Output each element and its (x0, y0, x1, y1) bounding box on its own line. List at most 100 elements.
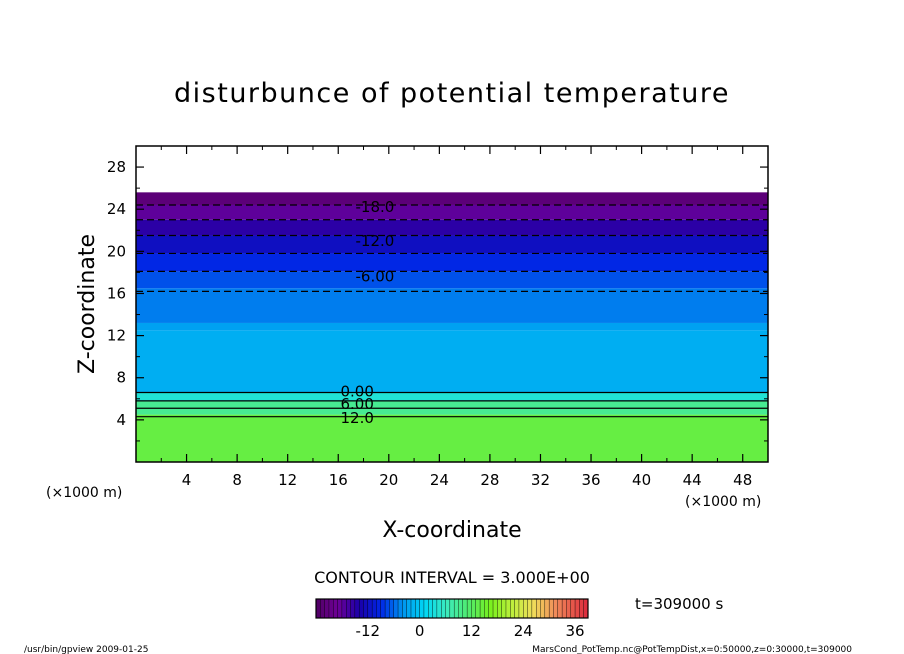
y-tick-label: 20 (107, 242, 126, 260)
x-tick-label: 32 (531, 471, 550, 489)
chart-title: disturbunce of potential temperature (174, 78, 730, 109)
plot-frame (135, 145, 769, 463)
heatmap-band (136, 271, 768, 289)
colorbar-cell (540, 598, 546, 619)
heatmap-band (136, 414, 768, 462)
colorbar-cell (466, 598, 472, 619)
colorbar-cell (415, 598, 421, 619)
colorbar-cell (518, 598, 524, 619)
colorbar-cell (358, 598, 364, 619)
heatmap-band (136, 330, 768, 393)
colorbar-cell (393, 598, 399, 619)
y-tick-label: 24 (107, 200, 126, 218)
heatmap-band (136, 322, 768, 331)
x-tick-label: 48 (733, 471, 752, 489)
plot-area (136, 192, 768, 462)
y-tick-label: 28 (107, 158, 126, 176)
colorbar-tick-label: 12 (462, 622, 481, 640)
y-axis: 4 8 12 16 20 24 28 (107, 158, 768, 442)
x-axis-unit-right: (×1000 m) (685, 494, 761, 510)
colorbar-cell (341, 598, 347, 619)
colorbar-cell (333, 598, 339, 619)
x-tick-label: 12 (278, 471, 297, 489)
colorbar-cell (527, 598, 533, 619)
colorbar-cell (445, 598, 451, 619)
contour-label: 12.0 (340, 409, 373, 427)
colorbar-cell (510, 598, 516, 619)
colorbar-cell (397, 598, 403, 619)
contour-label: 0.00 (340, 382, 373, 400)
colorbar-cell (544, 598, 550, 619)
colorbar-cell (324, 598, 330, 619)
x-tick-label: 20 (379, 471, 398, 489)
colorbar: -12 0 12 24 36 (315, 598, 589, 640)
colorbar-cell (389, 598, 395, 619)
y-axis-label: Z-coordinate (75, 234, 100, 374)
colorbar-cell (497, 598, 503, 619)
x-tick-label: 8 (232, 471, 242, 489)
colorbar-cell (570, 598, 576, 619)
colorbar-cell (350, 598, 356, 619)
x-axis: 4 8 12 16 20 24 28 32 36 40 44 48 (160, 146, 752, 489)
colorbar-cell (453, 598, 459, 619)
colorbar-cell (419, 598, 425, 619)
colorbar-cell (492, 598, 498, 619)
colorbar-cell (406, 598, 412, 619)
footer-left: /usr/bin/gpview 2009-01-25 (24, 645, 148, 654)
heatmap-band (136, 288, 768, 323)
colorbar-cell (410, 598, 416, 619)
colorbar-cell (328, 598, 334, 619)
x-tick-label: 36 (581, 471, 600, 489)
colorbar-cell (436, 598, 442, 619)
heatmap-band (136, 253, 768, 272)
heatmap-band (136, 192, 768, 205)
x-tick-label: 28 (480, 471, 499, 489)
colorbar-cell (548, 598, 554, 619)
colorbar-cell (579, 598, 585, 619)
x-tick-label: 16 (329, 471, 348, 489)
colorbar-cell (505, 598, 511, 619)
contour-label: 6.00 (340, 395, 373, 413)
colorbar-frame (315, 598, 589, 619)
colorbar-tick-label: 0 (415, 622, 425, 640)
colorbar-cell (479, 598, 485, 619)
colorbar-cell (449, 598, 455, 619)
colorbar-cell (574, 598, 580, 619)
colorbar-cell (523, 598, 529, 619)
colorbar-cell (484, 598, 490, 619)
heatmap-band (136, 204, 768, 220)
colorbar-cell (371, 598, 377, 619)
time-label: t=309000 s (635, 595, 723, 613)
colorbar-cell (423, 598, 429, 619)
colorbar-tick-label: 24 (514, 622, 533, 640)
x-tick-label: 44 (683, 471, 702, 489)
x-tick-label: 40 (632, 471, 651, 489)
x-axis-label: X-coordinate (382, 518, 521, 543)
colorbar-cell (441, 598, 447, 619)
colorbar-cell (367, 598, 373, 619)
colorbar-cell (514, 598, 520, 619)
contour-label: -12.0 (355, 232, 394, 250)
colorbar-cell (363, 598, 369, 619)
colorbar-cell (535, 598, 542, 619)
colorbar-cell (380, 598, 386, 619)
colorbar-cell (337, 598, 343, 619)
x-axis-unit-left: (×1000 m) (46, 485, 122, 501)
heatmap-band (136, 392, 768, 401)
y-tick-label: 4 (116, 411, 126, 429)
colorbar-cell (471, 598, 477, 619)
y-tick-label: 8 (116, 369, 126, 387)
colorbar-cell (384, 598, 390, 619)
heatmap-band (136, 235, 768, 254)
colorbar-cell (462, 598, 468, 619)
colorbar-cell (458, 598, 464, 619)
colorbar-cell (315, 598, 321, 619)
x-tick-label: 4 (182, 471, 192, 489)
colorbar-cell (346, 598, 352, 619)
colorbar-cell (402, 598, 408, 619)
contour-label: -18.0 (355, 198, 394, 216)
colorbar-cell (376, 598, 382, 619)
heatmap-band (136, 219, 768, 236)
